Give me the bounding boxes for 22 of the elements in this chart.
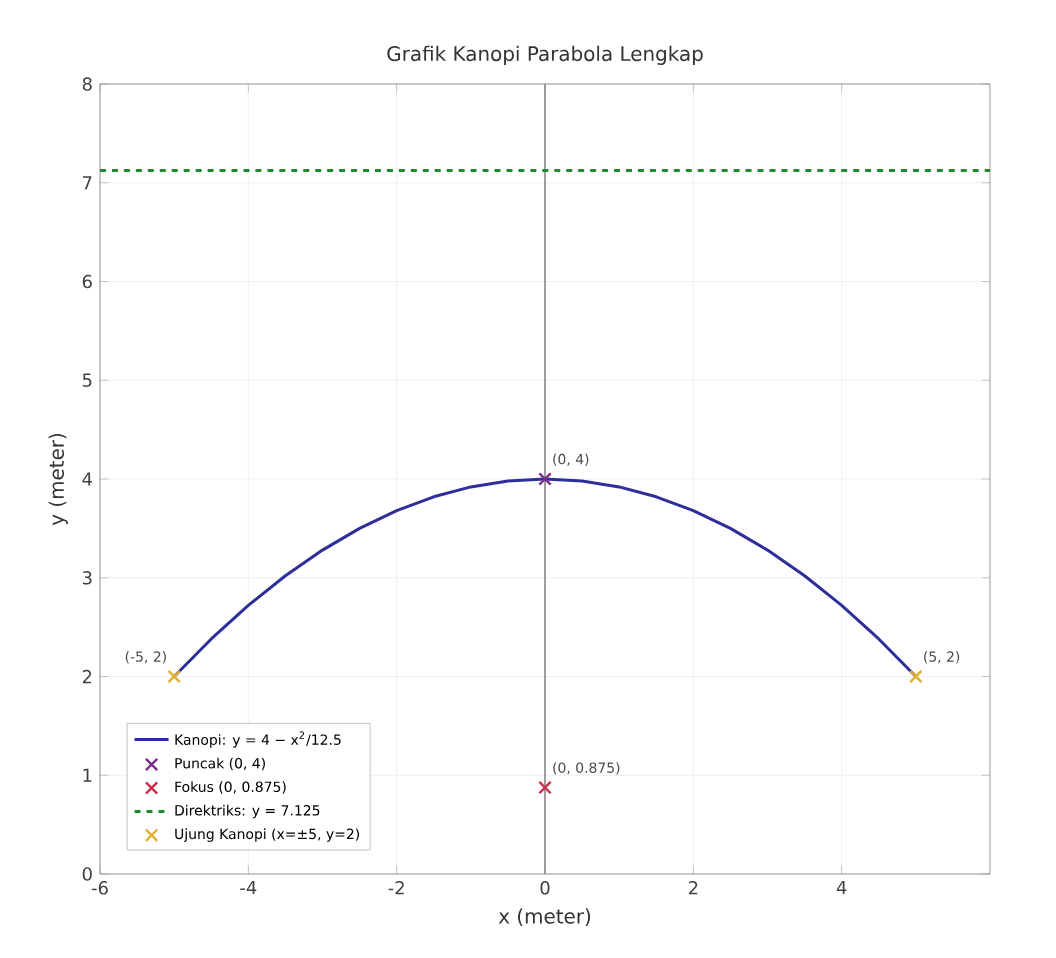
y-axis-title: y (meter) [48, 433, 68, 526]
x-tick-label: 2 [688, 881, 698, 895]
y-tick-label: 6 [82, 274, 92, 289]
x-tick-label: -6 [91, 881, 108, 895]
y-tick-label: 0 [82, 867, 92, 881]
y-tick-label: 4 [82, 472, 92, 486]
point [538, 472, 552, 486]
x-axis-title: x (meter) [498, 908, 591, 927]
y-tick-label: 5 [82, 373, 92, 387]
point [538, 780, 552, 795]
y-tick-label: 2 [82, 669, 92, 684]
chart-title: Grafik Kanopi Parabola Lengkap [387, 45, 703, 66]
point [167, 669, 181, 684]
x-tick-label: 0 [540, 881, 550, 895]
x-tick-label: -2 [388, 881, 404, 895]
y-tick-label: 3 [82, 570, 92, 585]
x-tick-label: 4 [836, 881, 847, 895]
y-tick-label: 1 [83, 768, 92, 782]
y-tick-label: 8 [82, 77, 92, 91]
point [909, 669, 923, 684]
y-tick-label: 7 [83, 176, 92, 190]
x-tick-label: -4 [240, 881, 257, 895]
